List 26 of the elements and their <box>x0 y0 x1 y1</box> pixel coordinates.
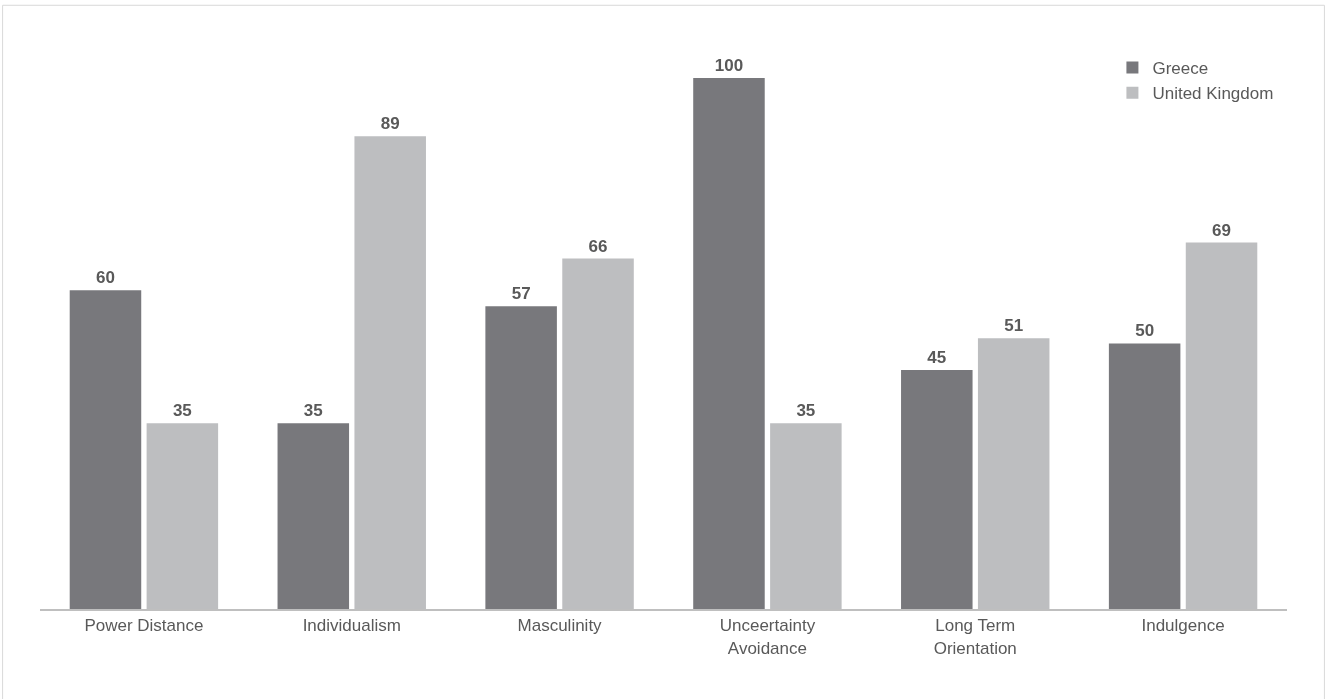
legend-label: Greece <box>1152 59 1209 79</box>
bar <box>901 370 973 609</box>
legend-label: United Kingdom <box>1152 84 1274 104</box>
bar <box>693 77 765 609</box>
bar <box>69 290 142 609</box>
data-label: 89 <box>380 114 400 134</box>
x-tick-label: Individualism <box>302 616 401 636</box>
bar <box>485 306 557 609</box>
data-label: 35 <box>172 401 192 421</box>
x-tick-label: Indulgence <box>1141 616 1225 636</box>
x-tick-label: Masculinity <box>517 616 603 636</box>
bar <box>277 423 350 609</box>
bar <box>1108 343 1181 609</box>
data-label: 35 <box>796 401 816 421</box>
data-label: 50 <box>1135 321 1155 341</box>
data-label: 51 <box>1004 316 1024 336</box>
data-label: 60 <box>96 268 115 288</box>
data-label: 57 <box>511 284 531 304</box>
data-label: 45 <box>927 348 947 368</box>
data-label: 35 <box>303 401 323 421</box>
data-label: 100 <box>714 55 744 75</box>
data-label: 69 <box>1212 220 1231 240</box>
x-tick-label: Long Term Orientation <box>933 616 1017 658</box>
x-tick-label: Unceertainty Avoidance <box>719 616 816 658</box>
x-tick-label: Power Distance <box>84 616 204 636</box>
data-label: 66 <box>588 236 608 256</box>
